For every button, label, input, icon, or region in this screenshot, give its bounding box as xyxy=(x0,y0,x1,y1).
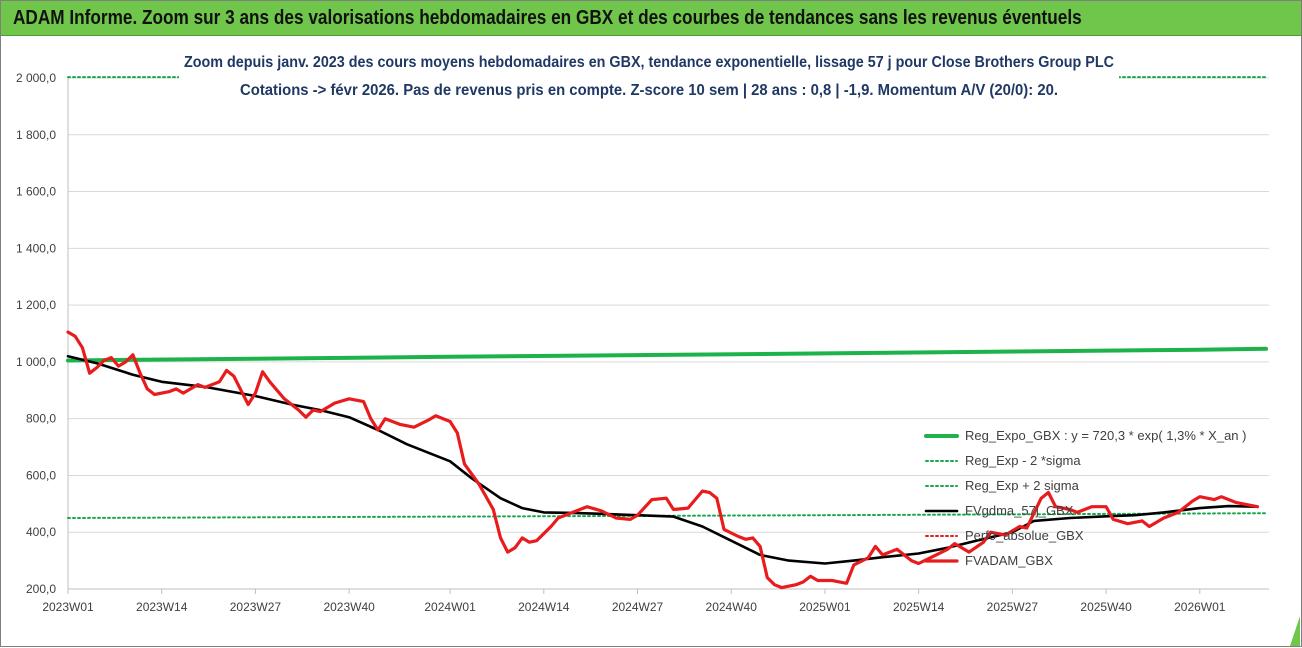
x-axis: 2023W01 2023W14 2023W27 2023W40 2024W01 2024W… xyxy=(42,588,1269,614)
legend: Reg_Expo_GBX : y = 720,3 * exp( 1,3% * X… xyxy=(924,428,1246,568)
series-line-1 xyxy=(67,512,1267,519)
legend-label: FVgdma_57j_GBX xyxy=(965,503,1074,518)
y-tick-label: 1 200,0 xyxy=(16,298,56,312)
gridlines xyxy=(68,77,1269,533)
x-tick-label: 2023W14 xyxy=(136,600,188,614)
y-tick-label: 1 800,0 xyxy=(16,128,56,142)
legend-label: Reg_Expo_GBX : y = 720,3 * exp( 1,3% * X… xyxy=(965,428,1246,443)
legend-label: FVADAM_GBX xyxy=(965,553,1053,568)
legend-label: Reg_Exp + 2 sigma xyxy=(965,478,1080,493)
x-tick-label: 2024W01 xyxy=(424,600,476,614)
series-line-3 xyxy=(66,354,1259,565)
chart-subtitle: Cotations -> févr 2026. Pas de revenus p… xyxy=(240,82,1058,99)
chart-title: Zoom depuis janv. 2023 des cours moyens … xyxy=(184,54,1114,71)
x-tick-label: 2023W40 xyxy=(323,600,375,614)
title-backdrop xyxy=(179,46,1119,102)
y-tick-label: 1 000,0 xyxy=(16,355,56,369)
x-tick-label: 2023W27 xyxy=(230,600,282,614)
y-tick-label: 2 000,0 xyxy=(16,71,56,85)
y-tick-label: 400,0 xyxy=(26,525,56,539)
series-lines xyxy=(66,76,1268,590)
series-line-0 xyxy=(66,346,1268,363)
x-tick-label: 2024W40 xyxy=(706,600,758,614)
x-tick-label: 2023W01 xyxy=(42,600,94,614)
x-tick-label: 2024W14 xyxy=(518,600,570,614)
banner-title: ADAM Informe. Zoom sur 3 ans des valoris… xyxy=(13,7,1082,29)
y-tick-label: 1 600,0 xyxy=(16,185,56,199)
y-axis: 200,0 400,0 600,0 800,0 1 000,0 1 200,0 1 400,… xyxy=(16,71,69,596)
x-tick-label: 2025W14 xyxy=(893,600,945,614)
x-tick-label: 2026W01 xyxy=(1174,600,1226,614)
x-tick-label: 2025W27 xyxy=(987,600,1039,614)
legend-label: Perfo_absolue_GBX xyxy=(965,528,1084,543)
x-tick-label: 2025W40 xyxy=(1080,600,1132,614)
legend-label: Reg_Exp - 2 *sigma xyxy=(965,453,1081,468)
y-tick-label: 600,0 xyxy=(26,468,56,482)
title-banner: ADAM Informe. Zoom sur 3 ans des valoris… xyxy=(1,1,1301,36)
line-chart: 200,0 400,0 600,0 800,0 1 000,0 1 200,0 1 400,… xyxy=(16,46,1300,646)
series-line-5 xyxy=(66,330,1260,590)
x-tick-label: 2024W27 xyxy=(612,600,664,614)
x-tick-label: 2025W01 xyxy=(799,600,851,614)
y-tick-label: 1 400,0 xyxy=(16,241,56,255)
y-tick-label: 800,0 xyxy=(26,412,56,426)
y-tick-label: 200,0 xyxy=(26,582,56,596)
corner-triangle xyxy=(1290,616,1300,646)
